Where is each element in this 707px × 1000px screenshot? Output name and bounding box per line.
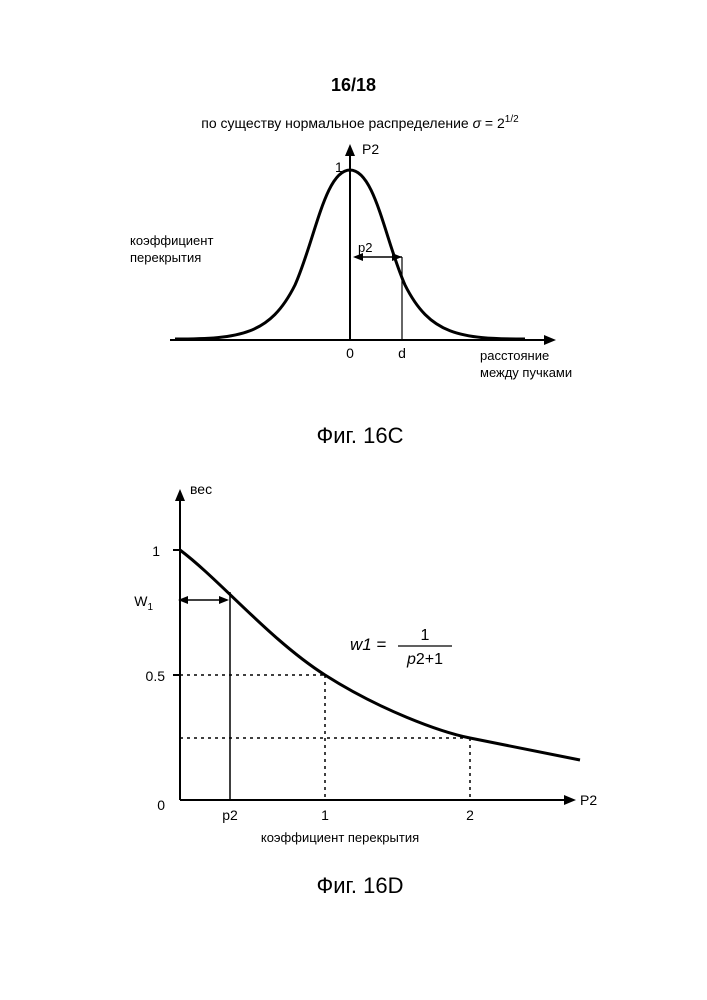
svg-text:w1 =: w1 = xyxy=(350,635,386,654)
fig-c-title: по существу нормальное распределение σ =… xyxy=(201,114,519,131)
fig-c-peak-label: 1 xyxy=(335,159,343,175)
figure-16c: по существу нормальное распределение σ =… xyxy=(110,110,610,440)
fig-c-y-arrow xyxy=(345,144,355,156)
fig-c-left-label2: перекрытия xyxy=(130,250,201,265)
fig-d-xp2: p2 xyxy=(222,807,238,823)
fig-d-w1: W1 xyxy=(134,593,153,613)
fig-d-x1: 1 xyxy=(321,807,329,823)
fig-d-curve xyxy=(180,550,580,760)
fig-c-xlabel1: расстояние xyxy=(480,348,549,363)
fig-c-p2-label: p2 xyxy=(358,240,372,255)
fig-d-x2: 2 xyxy=(466,807,474,823)
fig-d-y1: 1 xyxy=(152,543,160,559)
fig-d-w1-arrow-head-r xyxy=(219,596,229,604)
fig-c-caption: Фиг. 16C xyxy=(110,423,610,449)
fig-d-caption: Фиг. 16D xyxy=(110,873,610,899)
chart-16c-svg: по существу нормальное распределение σ =… xyxy=(110,110,610,410)
fig-d-y-arrow xyxy=(175,489,185,501)
fig-c-left-label1: коэффициент xyxy=(130,233,213,248)
fig-d-xlabel: коэффициент перекрытия xyxy=(261,830,419,845)
fig-c-ylabel: P2 xyxy=(362,141,379,157)
svg-text:1: 1 xyxy=(421,627,430,644)
svg-text:p2+1: p2+1 xyxy=(406,651,443,668)
fig-c-x-arrow xyxy=(544,335,556,345)
fig-c-xlabel2: между пучками xyxy=(480,365,572,380)
fig-d-x-arrow xyxy=(564,795,576,805)
fig-d-x-end: P2 xyxy=(580,792,597,808)
fig-d-ylabel: вес xyxy=(190,481,212,497)
page-number: 16/18 xyxy=(0,75,707,96)
fig-c-xd: d xyxy=(398,345,406,361)
figure-16d: вес P2 1 W1 0.5 0 p2 1 2 коэффициент пер… xyxy=(110,470,610,900)
fig-d-y05: 0.5 xyxy=(146,668,166,684)
fig-d-y0: 0 xyxy=(157,797,165,813)
fig-c-x0: 0 xyxy=(346,345,354,361)
fig-d-formula: w1 = 1 p2+1 xyxy=(350,627,452,668)
chart-16d-svg: вес P2 1 W1 0.5 0 p2 1 2 коэффициент пер… xyxy=(110,470,610,860)
